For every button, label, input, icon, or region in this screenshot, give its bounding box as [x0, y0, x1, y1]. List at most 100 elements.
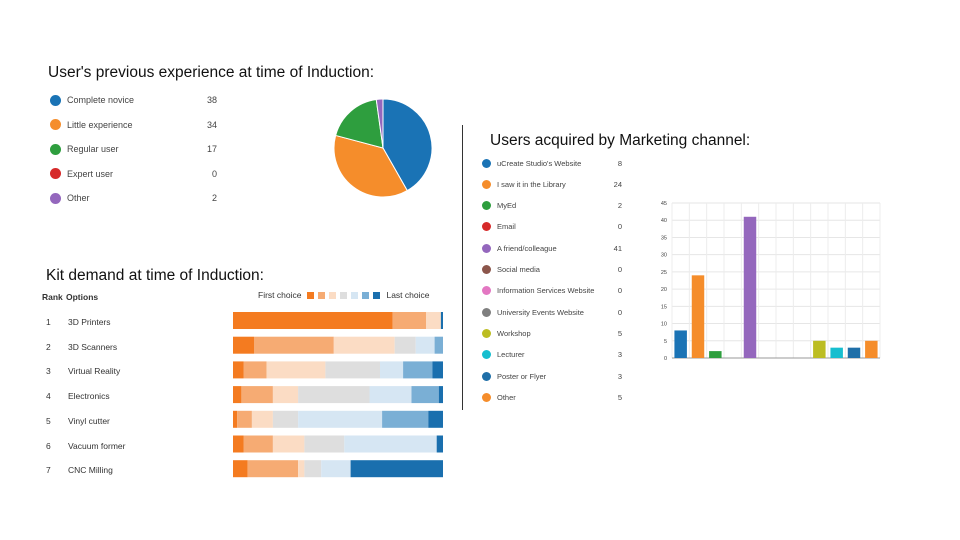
- legend-label: A friend/colleague: [497, 243, 557, 253]
- y-tick-label: 25: [661, 270, 667, 276]
- experience-legend-item: Other 2: [50, 188, 217, 208]
- legend-color-dot: [50, 168, 61, 179]
- legend-value: 24: [613, 179, 622, 189]
- pie-slice: [382, 98, 433, 192]
- legend-value: 41: [613, 243, 622, 253]
- kit-rank: 5: [46, 415, 51, 426]
- rank-segment: [247, 460, 299, 478]
- rank-segment: [233, 410, 238, 428]
- rank-segment: [411, 386, 439, 404]
- scale-color-square: [373, 292, 381, 300]
- rank-segment: [403, 361, 433, 379]
- first-choice-label: First choice: [258, 290, 302, 300]
- experience-legend-item: Little experience 34: [50, 115, 217, 135]
- pie-slice: [333, 134, 408, 198]
- kit-row: 5 Vinyl cutter: [40, 412, 218, 430]
- bar: [865, 340, 878, 358]
- rank-segment: [272, 410, 299, 428]
- rank-segment: [304, 460, 322, 478]
- legend-color-dot: [482, 350, 491, 360]
- legend-label: Lecturer: [497, 350, 525, 360]
- marketing-legend-item: University Events Website 0: [482, 304, 622, 320]
- rank-segment: [298, 386, 370, 404]
- rank-segment: [321, 460, 351, 478]
- marketing-legend-item: A friend/colleague 41: [482, 240, 622, 256]
- kit-option-label: Electronics: [68, 391, 110, 402]
- kit-option-label: CNC Milling: [68, 465, 113, 476]
- legend-color-dot: [50, 143, 61, 155]
- rank-segment: [251, 410, 273, 428]
- legend-color-dot: [482, 392, 491, 402]
- legend-color-dot: [482, 265, 491, 274]
- legend-label: Little experience: [67, 119, 133, 130]
- rank-segment: [325, 361, 380, 379]
- legend-label: Social media: [497, 265, 540, 274]
- bar: [674, 330, 687, 358]
- rank-segment: [415, 336, 435, 354]
- rank-segment: [428, 410, 443, 428]
- marketing-legend-item: MyEd 2: [482, 198, 622, 214]
- rank-segment: [233, 435, 244, 453]
- rank-segment: [440, 312, 443, 329]
- marketing-legend-item: Other 5: [482, 389, 622, 405]
- y-tick-label: 20: [661, 287, 667, 293]
- kit-option-label: 3D Scanners: [68, 341, 118, 352]
- kit-option-label: Vacuum former: [68, 440, 126, 451]
- bar: [847, 347, 861, 358]
- pie-slice: [335, 98, 384, 149]
- rank-segment: [394, 336, 416, 354]
- legend-color-dot: [50, 192, 61, 204]
- bar: [691, 275, 705, 358]
- legend-label: Regular user: [67, 144, 119, 154]
- kit-row: 7 CNC Milling: [40, 461, 218, 479]
- kit-rank: 4: [46, 391, 51, 402]
- last-choice-label: Last choice: [386, 290, 430, 300]
- kit-stacked-bar-chart: [233, 312, 443, 478]
- legend-color-dot: [482, 201, 491, 211]
- kit-rank: 1: [46, 317, 51, 327]
- legend-label: University Events Website: [497, 307, 584, 317]
- marketing-legend-item: I saw it in the Library 24: [482, 176, 622, 192]
- legend-value: 3: [617, 350, 622, 360]
- rank-segment: [432, 361, 443, 379]
- legend-value: 0: [211, 168, 217, 179]
- experience-legend-item: Complete novice 38: [50, 90, 217, 110]
- marketing-legend-item: uCreate Studio's Website 8: [482, 155, 622, 171]
- legend-value: 2: [617, 201, 622, 211]
- kit-row: 3 Virtual Reality: [40, 362, 218, 380]
- marketing-legend-item: Lecturer 3: [482, 347, 622, 363]
- y-tick-label: 45: [661, 201, 667, 207]
- rank-segment: [392, 312, 427, 329]
- scale-color-square: [340, 292, 348, 300]
- legend-value: 0: [617, 307, 622, 317]
- rank-segment: [233, 361, 244, 379]
- rank-segment: [272, 435, 305, 453]
- legend-label: Email: [497, 222, 516, 232]
- y-tick-label: 30: [661, 253, 667, 259]
- legend-label: Other: [497, 392, 516, 402]
- rank-segment: [233, 336, 254, 354]
- marketing-legend-item: Workshop 5: [482, 325, 622, 341]
- kit-row: 1 3D Printers: [40, 313, 218, 331]
- legend-label: Expert user: [67, 168, 114, 179]
- y-tick-label: 15: [661, 304, 667, 310]
- marketing-legend-item: Poster or Flyer 3: [482, 368, 622, 384]
- pie-slice: [375, 98, 384, 149]
- y-tick-label: 35: [661, 235, 667, 241]
- legend-value: 34: [206, 119, 217, 130]
- rank-segment: [350, 460, 443, 478]
- scale-color-square: [329, 292, 337, 300]
- scale-color-square: [307, 292, 315, 300]
- legend-label: Information Services Website: [497, 286, 595, 296]
- legend-color-dot: [482, 371, 491, 381]
- marketing-bar-chart: 0 5 10 15 20 25 30 35 40 45: [661, 201, 881, 362]
- rank-segment: [272, 386, 299, 404]
- experience-legend-item: Regular user 17: [50, 139, 217, 159]
- kit-row: 4 Electronics: [40, 387, 218, 405]
- rank-segment: [434, 336, 443, 354]
- kit-rank: 6: [46, 440, 51, 451]
- rank-segment: [298, 410, 383, 428]
- experience-legend-item: Expert user 0: [50, 164, 217, 184]
- legend-color-dot: [482, 243, 491, 253]
- kit-row: 2 3D Scanners: [40, 338, 218, 356]
